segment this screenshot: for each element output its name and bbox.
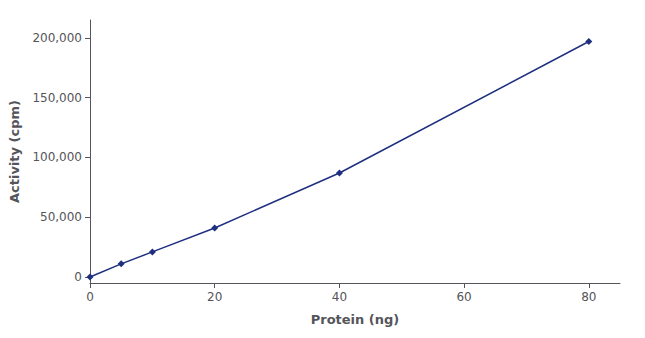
- svg-text:0: 0: [86, 290, 94, 304]
- svg-text:100,000: 100,000: [32, 150, 82, 164]
- svg-text:0: 0: [74, 270, 82, 284]
- svg-text:150,000: 150,000: [32, 91, 82, 105]
- svg-text:20: 20: [207, 290, 222, 304]
- svg-text:Protein (ng): Protein (ng): [311, 312, 400, 327]
- svg-text:40: 40: [332, 290, 347, 304]
- svg-text:Activity (cpm): Activity (cpm): [7, 100, 22, 203]
- svg-text:50,000: 50,000: [40, 210, 82, 224]
- svg-text:80: 80: [581, 290, 596, 304]
- svg-text:200,000: 200,000: [32, 31, 82, 45]
- svg-text:60: 60: [456, 290, 471, 304]
